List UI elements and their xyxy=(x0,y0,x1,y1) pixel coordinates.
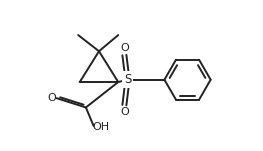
Text: O: O xyxy=(120,43,129,53)
Text: OH: OH xyxy=(93,122,110,132)
Text: S: S xyxy=(124,73,131,86)
Text: O: O xyxy=(120,108,129,117)
Text: O: O xyxy=(48,93,56,103)
